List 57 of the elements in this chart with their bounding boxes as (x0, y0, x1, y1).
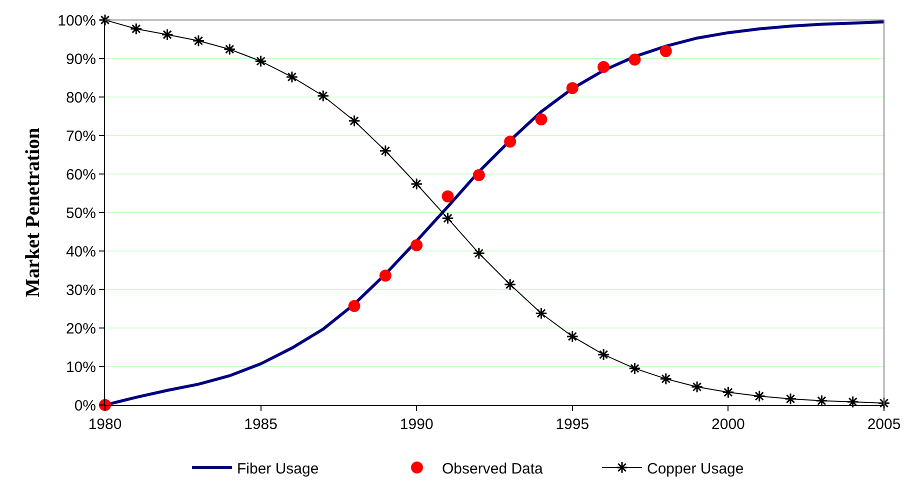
point (192, 34, 205, 47)
legend-label: Observed Data (442, 460, 544, 478)
point (348, 300, 360, 312)
x-tick-label: 1995 (556, 416, 590, 433)
point (410, 239, 423, 252)
point (472, 247, 486, 260)
point (161, 28, 174, 41)
point (379, 270, 392, 282)
point (660, 372, 672, 385)
point (286, 70, 298, 84)
point (753, 390, 766, 402)
point (379, 144, 392, 158)
y-tick-label: 40% (66, 243, 96, 260)
point (566, 330, 579, 343)
point (816, 394, 828, 407)
x-tick-label: 1990 (400, 416, 434, 433)
point (130, 22, 142, 35)
point (442, 190, 454, 202)
y-tick-label: 90% (66, 50, 96, 68)
point (784, 392, 797, 405)
legend-label: Copper Usage (647, 460, 744, 478)
point (598, 60, 610, 73)
y-tick-label: 100% (58, 12, 96, 30)
point (628, 362, 641, 375)
point (348, 114, 360, 128)
y-tick-label: 20% (66, 320, 96, 338)
point (535, 307, 548, 320)
point (472, 169, 485, 182)
point (535, 113, 548, 126)
point (223, 43, 236, 56)
point (566, 82, 578, 94)
y-tick-label: 10% (66, 358, 96, 376)
x-tick-label: 2000 (712, 416, 745, 433)
y-tick-label: 50% (66, 204, 96, 222)
point (442, 212, 454, 224)
y-tick-label: 60% (66, 166, 96, 184)
y-tick-label: 0% (74, 397, 96, 414)
y-tick-label: 70% (66, 128, 96, 145)
x-tick-label: 2005 (867, 416, 901, 433)
point (254, 55, 267, 68)
point (98, 14, 112, 26)
point (316, 90, 330, 102)
y-tick-label: 30% (66, 282, 96, 299)
legend-label: Fiber Usage (237, 460, 319, 478)
x-tick-label: 1980 (88, 416, 122, 433)
point (628, 54, 641, 66)
point (846, 396, 859, 408)
point (410, 178, 423, 190)
x-tick-label: 1985 (244, 416, 278, 433)
point (660, 45, 672, 58)
y-tick-label: 80% (66, 89, 96, 106)
point (597, 348, 610, 361)
y-axis-title: Market Penetration (22, 128, 44, 298)
point (722, 386, 734, 398)
point (690, 380, 704, 394)
point (504, 278, 516, 291)
point (504, 136, 516, 148)
